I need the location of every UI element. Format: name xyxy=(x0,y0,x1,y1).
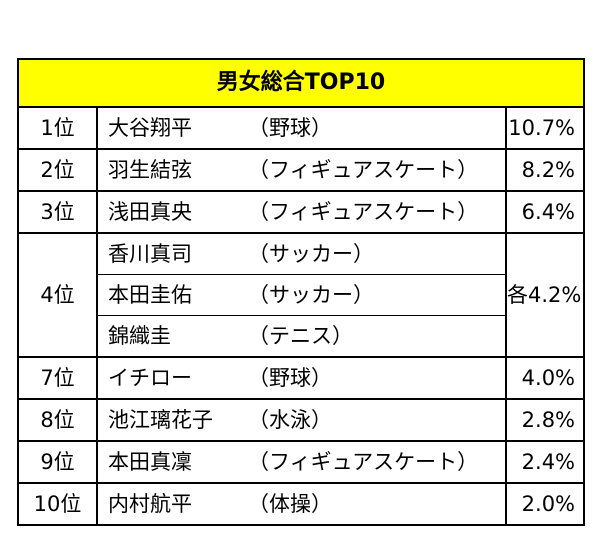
sport-label: （フィギュアスケート） xyxy=(248,157,479,182)
table-row: 9位 本田真凜 （フィギュアスケート） 2.4% xyxy=(17,440,586,484)
athlete-name: 浅田真央 xyxy=(108,199,192,224)
name-cell: 浅田真央 （フィギュアスケート） xyxy=(96,190,507,234)
table-row: 7位 イチロー （野球） 4.0% xyxy=(17,356,586,400)
name-cell: 本田真凜 （フィギュアスケート） xyxy=(96,440,507,484)
rank-cell: 1位 xyxy=(17,106,98,150)
athlete-name: 錦織圭 xyxy=(108,323,171,348)
percent-cell: 2.0% xyxy=(504,482,586,526)
table-row: 3位 浅田真央 （フィギュアスケート） 6.4% xyxy=(17,190,586,234)
ranking-table: 男女総合TOP10 1位 大谷翔平 （野球） 10.7% 2位 羽生結弦 （フィギュ… xyxy=(16,58,586,526)
percent-cell: 6.4% xyxy=(504,190,586,234)
percent-cell: 2.4% xyxy=(504,440,586,484)
name-cell: 本田圭佑 （サッカー） xyxy=(96,274,507,316)
percent-cell: 2.8% xyxy=(504,398,586,442)
athlete-name: 香川真司 xyxy=(108,241,192,266)
table-row-group: 本田圭佑 （サッカー） xyxy=(18,274,584,316)
sport-label: （水泳） xyxy=(248,407,332,432)
sport-label: （体操） xyxy=(248,491,332,516)
table-row: 1位 大谷翔平 （野球） 10.7% xyxy=(17,106,586,150)
sport-label: （サッカー） xyxy=(248,241,374,266)
athlete-name: 大谷翔平 xyxy=(108,115,192,140)
percent-cell: 各4.2% xyxy=(504,232,586,358)
table-row-group: 錦織圭 （テニス） xyxy=(18,315,584,358)
sport-label: （フィギュアスケート） xyxy=(248,449,479,474)
name-cell: 羽生結弦 （フィギュアスケート） xyxy=(96,148,507,192)
rank-cell: 8位 xyxy=(17,398,98,442)
rank-cell: 10位 xyxy=(17,482,98,526)
athlete-name: 本田真凜 xyxy=(108,449,192,474)
rank-cell: 2位 xyxy=(17,148,98,192)
name-cell: 錦織圭 （テニス） xyxy=(96,315,507,358)
name-cell: 内村航平 （体操） xyxy=(96,482,507,526)
percent-cell: 10.7% xyxy=(504,106,586,150)
name-cell: 大谷翔平 （野球） xyxy=(96,106,507,150)
sport-label: （サッカー） xyxy=(248,282,374,307)
table-row: 8位 池江璃花子 （水泳） 2.8% xyxy=(17,398,586,442)
name-cell: 香川真司 （サッカー） xyxy=(96,232,507,275)
athlete-name: 内村航平 xyxy=(108,491,192,516)
rank-cell: 3位 xyxy=(17,190,98,234)
percent-cell: 8.2% xyxy=(504,148,586,192)
name-cell: 池江璃花子 （水泳） xyxy=(96,398,507,442)
table-header-row: 男女総合TOP10 xyxy=(16,58,586,108)
athlete-name: 羽生結弦 xyxy=(108,157,192,182)
sport-label: （野球） xyxy=(248,365,332,390)
name-cell: イチロー （野球） xyxy=(96,356,507,400)
athlete-name: イチロー xyxy=(108,365,192,390)
rank-cell: 7位 xyxy=(17,356,98,400)
sport-label: （野球） xyxy=(248,115,332,140)
table-title: 男女総合TOP10 xyxy=(16,58,586,108)
rank-cell: 9位 xyxy=(17,440,98,484)
athlete-name: 池江璃花子 xyxy=(108,407,213,432)
sport-label: （テニス） xyxy=(248,323,353,348)
table-row-group-first: 4位 香川真司 （サッカー） 各4.2% xyxy=(17,232,586,358)
sport-label: （フィギュアスケート） xyxy=(248,199,479,224)
percent-cell: 4.0% xyxy=(504,356,586,400)
table-row: 2位 羽生結弦 （フィギュアスケート） 8.2% xyxy=(17,148,586,192)
ranking-table-container: 男女総合TOP10 1位 大谷翔平 （野球） 10.7% 2位 羽生結弦 （フィギュ… xyxy=(16,58,586,526)
athlete-name: 本田圭佑 xyxy=(108,282,192,307)
table-row: 10位 内村航平 （体操） 2.0% xyxy=(17,482,586,526)
rank-cell: 4位 xyxy=(17,232,98,358)
